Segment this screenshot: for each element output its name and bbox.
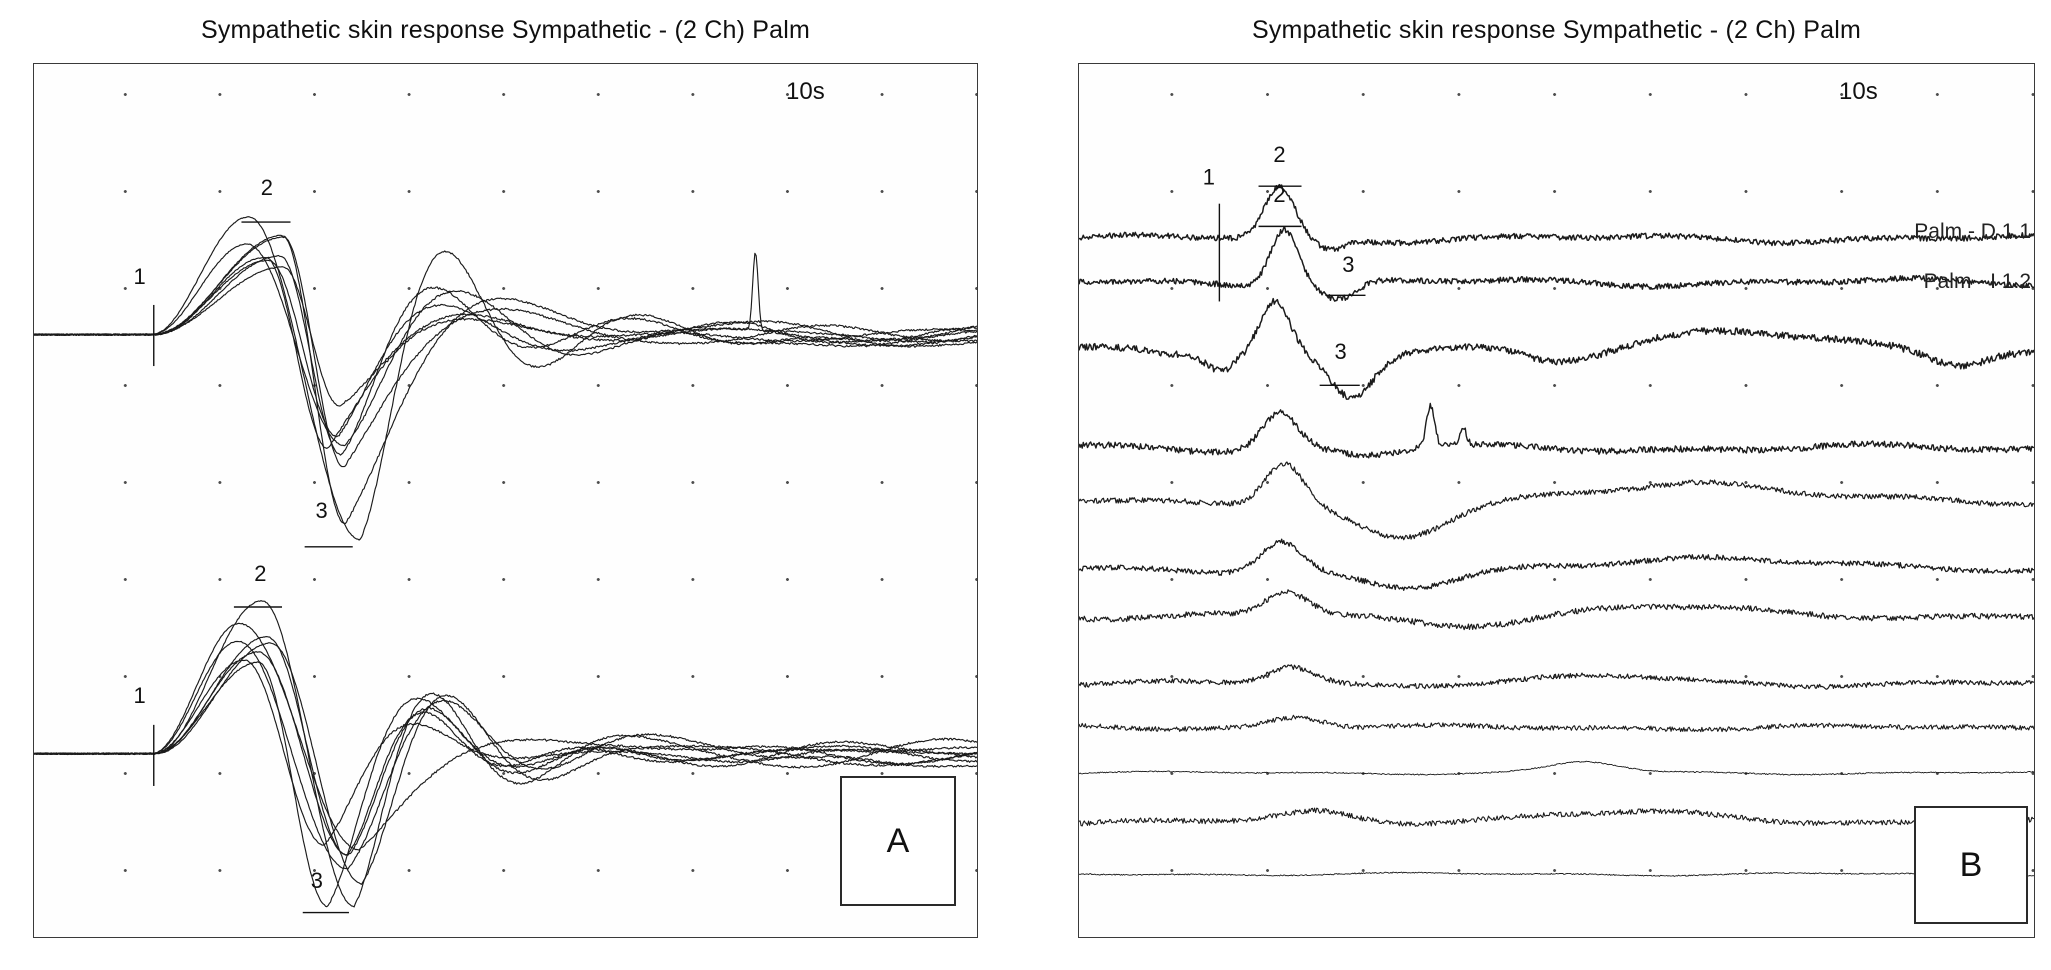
panel-b-title: Sympathetic skin response Sympathetic - … [1251,16,1862,44]
panel-a-letter: A [886,821,910,860]
panel-b-letter-box: B [1914,806,2028,924]
ssr-trace [34,256,977,449]
panel-b-letter: B [1959,845,1983,884]
ssr-trace [34,216,977,541]
trace-label-palm-i: Palm - I 1.2 [1923,270,2031,293]
ssr-trace [34,236,977,468]
panel-a-waveform-canvas: 1 2 3 1 2 3 [34,175,977,914]
ssr-trace [34,259,977,438]
marker-label-1: 1 [134,264,146,289]
ssr-trace [1079,297,2034,400]
panel-a-plot-area: 1 2 3 1 2 3 10s A [33,63,978,938]
ssr-trace [1079,183,2034,252]
ssr-trace [34,254,977,456]
marker-label-1: 1 [1203,164,1215,189]
ssr-trace [34,661,977,908]
ssr-trace [34,659,977,846]
marker-label-3: 3 [316,498,328,523]
panel-b-waveform-canvas: 1 2 2 3 3 [1079,142,2034,877]
panel-b-timebase-label: 10s [1839,78,1878,105]
marker-label-2: 2 [261,175,273,200]
ssr-trace [34,266,977,407]
marker-label-2: 2 [1273,182,1285,207]
panel-b-plot-area: 1 2 2 3 3 10s Palm - D 1.1 Palm - I 1.2 B [1078,63,2035,938]
panel-a: Sympathetic skin response Sympathetic - … [33,14,978,938]
ssr-trace [1079,760,2034,776]
ssr-trace [1079,807,2034,827]
panel-b: Sympathetic skin response Sympathetic - … [1078,14,2035,938]
ssr-trace [1079,871,2034,877]
marker-label-3: 3 [1335,339,1347,364]
marker-label-3: 3 [311,868,323,893]
ssr-trace [34,234,977,525]
ssr-trace [1079,589,2034,631]
marker-label-1: 1 [134,683,146,708]
ssr-trace [1079,714,2034,733]
marker-label-2: 2 [254,561,266,586]
marker-label-2: 2 [1273,142,1285,167]
ssr-trace [1079,664,2034,690]
ssr-trace [34,642,977,885]
ssr-trace [34,243,977,447]
ssr-trace [34,640,977,870]
panel-a-letter-box: A [840,776,956,906]
marker-label-3: 3 [1342,252,1354,277]
ssr-trace [34,622,977,851]
trace-label-palm-d: Palm - D 1.1 [1914,220,2031,243]
ssr-trace [1079,402,2034,459]
ssr-trace [1079,226,2034,302]
ssr-trace [1079,461,2034,541]
ssr-trace [34,600,977,908]
ssr-trace [1079,538,2034,591]
panel-a-title: Sympathetic skin response Sympathetic - … [200,16,811,44]
panel-a-timebase-label: 10s [786,78,825,105]
ssr-trace [34,651,977,856]
